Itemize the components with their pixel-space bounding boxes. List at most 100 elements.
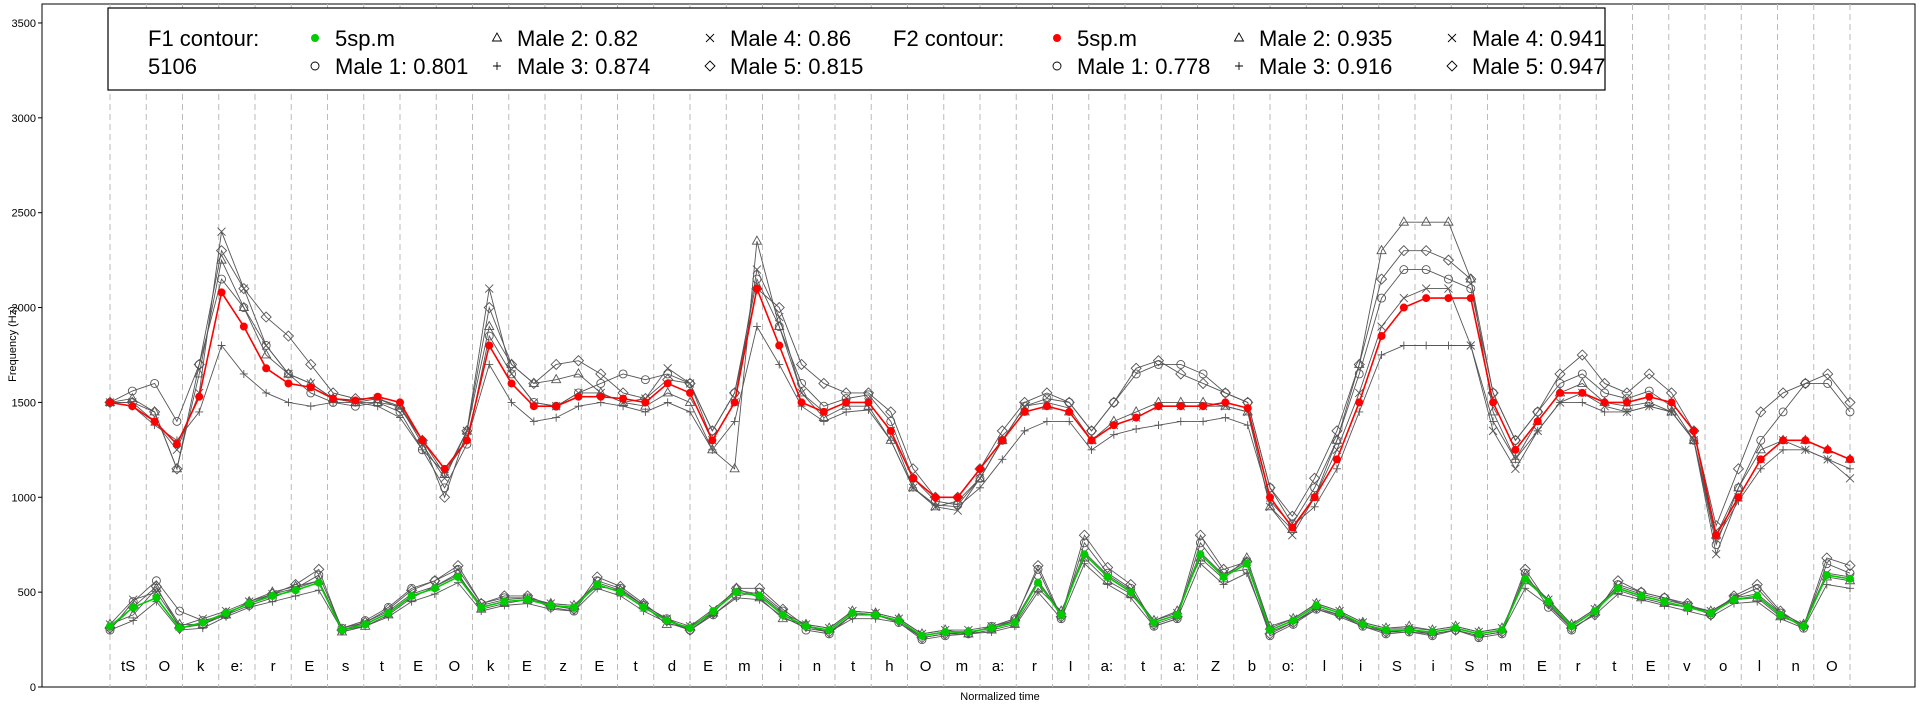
f2-speaker-point [1399, 341, 1408, 350]
f2-mean-point [1199, 402, 1208, 411]
f2-mean-point [1132, 413, 1141, 422]
f2-speaker-point [150, 378, 160, 388]
f2-legend-marker [1053, 34, 1062, 43]
f2-mean-point [730, 398, 739, 407]
f1-speaker-point [1078, 529, 1091, 541]
f1-mean-point [1776, 610, 1785, 619]
f2-speaker-point [1822, 368, 1834, 380]
f2-speaker-point [1154, 421, 1163, 430]
f1-speaker-point [1032, 559, 1044, 572]
f2-mean-point [1176, 402, 1185, 411]
f2-mean-point [641, 398, 650, 407]
phone-label: t [1141, 658, 1146, 675]
f2-mean-point [1020, 407, 1029, 416]
f1-mean-point [1799, 622, 1808, 631]
f2-speaker-point [1377, 322, 1386, 331]
f1-speaker-point [1034, 588, 1042, 597]
f2-mean-point [1846, 455, 1855, 464]
f1-mean-point [1451, 624, 1460, 633]
f2-speaker-point [930, 500, 941, 511]
phone-label: a: [1173, 658, 1186, 675]
f2-mean-point [619, 394, 628, 403]
f2-mean-point [1645, 392, 1654, 401]
f2-speaker-point [260, 349, 272, 359]
f2-speaker-point [1176, 417, 1185, 426]
phone-label: s [342, 658, 350, 675]
phone-label: t [380, 658, 385, 675]
f1-mean-point [871, 610, 880, 619]
f2-speaker-point [1755, 443, 1767, 454]
f2-mean-point [1779, 436, 1788, 445]
f2-speaker-point [1353, 358, 1365, 371]
f2-mean-point [1667, 398, 1676, 407]
f2-speaker-point [261, 341, 271, 350]
f1-speaker-point [1822, 580, 1831, 589]
f2-speaker-point [239, 303, 249, 313]
f2-speaker-point [684, 377, 696, 390]
f1-mean-series [106, 550, 1855, 640]
phone-label: l [1758, 658, 1761, 675]
f2-mean-point [998, 436, 1007, 445]
f2-mean-point [686, 388, 695, 397]
f2-speaker-point [1421, 265, 1431, 275]
f2-speaker-point [282, 330, 295, 342]
f2-mean-point [1466, 294, 1475, 303]
f2-speaker-point [1398, 216, 1410, 226]
f2-speaker-point [1355, 407, 1364, 416]
f2-mean-point [1243, 404, 1252, 413]
f2-mean-point [507, 379, 516, 388]
f1-mean-point [987, 624, 996, 633]
f2-mean-point [819, 407, 828, 416]
f2-mean-series [106, 284, 1855, 540]
f2-mean-point [1109, 421, 1118, 430]
f2-speaker-point [1487, 387, 1499, 399]
phone-label: t [851, 658, 856, 675]
phone-label: E [1537, 658, 1547, 675]
f2-speaker-point [171, 463, 183, 475]
phone-label: n [1791, 658, 1799, 675]
f2-speaker-point [885, 406, 897, 418]
y-tick-label: 2500 [12, 208, 36, 220]
f2-speaker-point [1779, 445, 1788, 454]
f2-speaker-point [1444, 284, 1453, 293]
f2-mean-point [485, 341, 494, 350]
f2-mean-point [752, 284, 761, 293]
f2-mean-point [150, 417, 159, 426]
f2-speaker-point [1533, 426, 1543, 436]
f2-speaker-point [528, 377, 540, 390]
f1-speaker-point [129, 616, 138, 625]
f1-mean-point [1428, 627, 1437, 636]
f2-speaker-point [1020, 426, 1029, 435]
f2-speaker-point [1577, 377, 1588, 387]
f2-speaker-point [484, 284, 494, 293]
f2-speaker-point [171, 462, 183, 473]
f2-mean-point [1511, 445, 1520, 454]
f1-legend-marker [704, 60, 716, 72]
f2-mean-point [529, 402, 538, 411]
f1-mean-point [1126, 588, 1135, 597]
phone-label: O [1826, 658, 1838, 675]
phone-label: r [271, 658, 276, 675]
f2-speaker-point [773, 301, 785, 314]
f2-speaker-point [1152, 355, 1165, 367]
f1-mean-point [709, 607, 718, 616]
f2-speaker-point [595, 368, 607, 380]
f2-mean-point [395, 398, 404, 407]
f1-speaker-point [1196, 559, 1205, 568]
f1-mean-point [570, 603, 579, 612]
f2-mean-point [953, 493, 962, 502]
y-tick-label: 3500 [12, 18, 36, 30]
f2-mean-point [1154, 402, 1163, 411]
f1-mean-point [500, 597, 509, 606]
f1-mean-point [1706, 609, 1715, 618]
plot-border [41, 3, 1916, 688]
f2-speaker-point [1376, 244, 1387, 255]
f2-speaker-point [1465, 273, 1477, 283]
f2-speaker-point [640, 375, 650, 385]
f2-speaker-point [1042, 417, 1051, 426]
f2-speaker-point [148, 406, 161, 418]
f2-speaker-point [1600, 407, 1609, 416]
f1-mean-point [639, 603, 648, 612]
f2-mean-point [1332, 455, 1341, 464]
f2-speaker-point [1487, 405, 1499, 416]
